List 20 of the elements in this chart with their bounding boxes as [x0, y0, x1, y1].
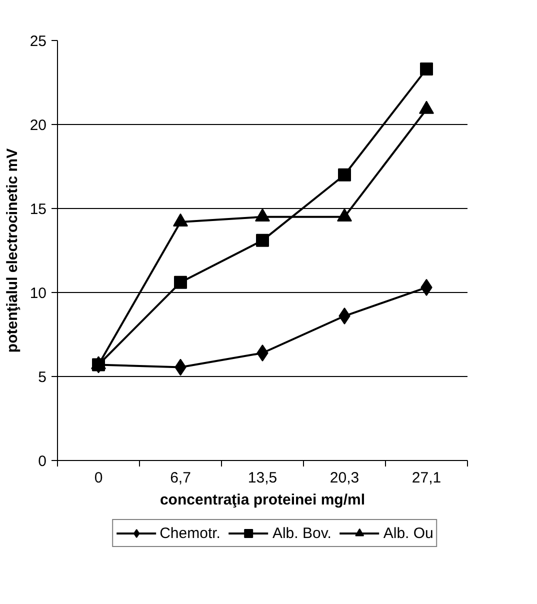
x-tick-label: 20,3 — [330, 470, 360, 486]
y-tick-label: 20 — [30, 117, 47, 134]
point — [174, 276, 187, 289]
y-tick-label: 0 — [38, 453, 46, 470]
y-tick-label: 15 — [30, 201, 47, 218]
x-axis-title: concentraţia proteinei mg/ml — [160, 492, 366, 508]
point — [256, 234, 269, 247]
legend-label: Alb. Bov. — [272, 524, 332, 542]
legend-label: Alb. Ou — [383, 524, 434, 542]
y-tick-label: 5 — [38, 369, 46, 386]
legend-label: Chemotr. — [160, 524, 220, 542]
x-tick-label: 6,7 — [170, 470, 191, 486]
point — [420, 62, 433, 76]
x-tick-label: 13,5 — [248, 470, 278, 486]
x-tick-label: 0 — [94, 470, 103, 486]
point — [338, 168, 351, 182]
y-tick-label: 10 — [30, 285, 47, 302]
x-tick-label: 27,1 — [412, 470, 442, 486]
y-axis-title: potenţialul electrocinetic mV — [4, 148, 21, 353]
y-tick-label: 25 — [30, 33, 47, 50]
